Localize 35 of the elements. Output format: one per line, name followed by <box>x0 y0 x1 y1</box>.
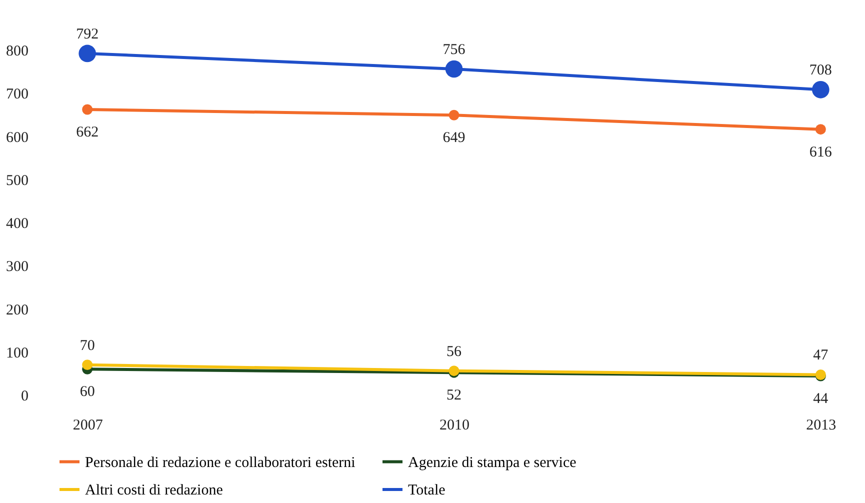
y-tick-label: 0 <box>21 388 28 404</box>
y-tick-label: 700 <box>6 86 28 103</box>
data-label: 616 <box>809 144 832 160</box>
y-tick-label: 100 <box>6 345 28 362</box>
data-label: 662 <box>76 124 99 141</box>
point <box>445 60 463 78</box>
legend-label: Agenzie di stampa e service <box>408 454 577 471</box>
legend-label: Personale di redazione e collaboratori esterni <box>85 454 356 471</box>
data-label: 52 <box>446 388 462 404</box>
y-tick-label: 300 <box>6 259 28 276</box>
point <box>815 124 826 135</box>
data-label: 47 <box>813 348 829 364</box>
y-tick-label: 200 <box>6 302 28 318</box>
data-label: 56 <box>446 344 462 360</box>
y-tick-label: 600 <box>6 130 28 146</box>
x-tick-label: 2010 <box>440 418 470 434</box>
data-label: 708 <box>809 62 832 79</box>
data-label: 756 <box>442 42 466 58</box>
data-label: 649 <box>442 130 466 146</box>
y-tick-label: 500 <box>6 172 28 189</box>
data-label: 792 <box>76 26 99 42</box>
point <box>812 81 830 98</box>
legend-label: Altri costi di redazione <box>85 482 224 498</box>
data-label: 70 <box>80 338 95 354</box>
y-tick-label: 400 <box>6 216 28 232</box>
y-tick-label: 800 <box>6 44 28 60</box>
point <box>448 110 460 120</box>
point <box>78 44 96 62</box>
x-tick-label: 2013 <box>806 418 836 434</box>
point <box>82 360 93 370</box>
x-tick-label: 2007 <box>72 418 104 434</box>
data-label: 44 <box>813 391 829 408</box>
legend-label: Totale <box>408 482 446 498</box>
data-label: 60 <box>80 384 95 400</box>
point <box>82 104 93 115</box>
